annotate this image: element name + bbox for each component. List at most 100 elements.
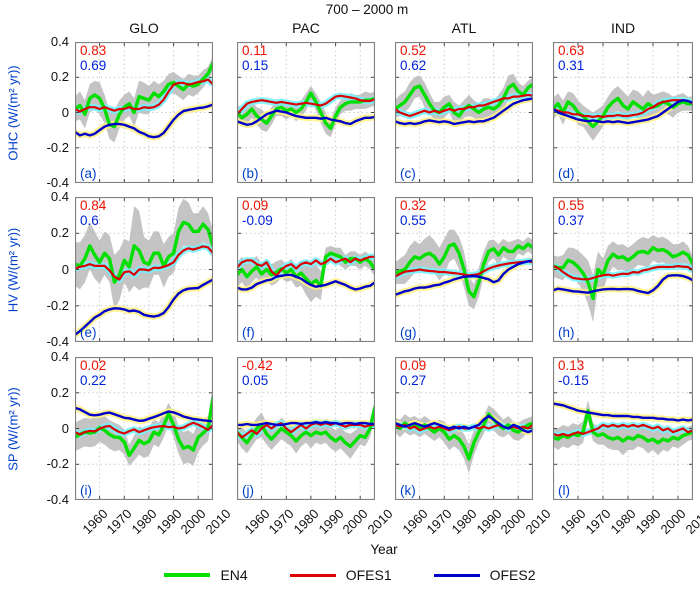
ofes2-line — [75, 278, 213, 336]
panel-border — [75, 42, 213, 183]
corr-ofes1-value: -0.42 — [242, 358, 273, 373]
y-axis-label-ohc: OHC (W/(m² yr)) — [5, 64, 21, 161]
corr-ofes1-value: 0.09 — [400, 358, 427, 373]
panel-d: 0.63 0.31 (d) — [553, 42, 693, 183]
ofes1-line — [237, 255, 375, 277]
ofes2-line — [237, 421, 375, 427]
panel-c: 0.52 0.62 (c) — [395, 42, 533, 183]
panel-border — [553, 42, 693, 183]
y-tick-label: -0.2 — [46, 139, 69, 155]
en4-line — [553, 408, 693, 445]
panel-g-plot — [395, 197, 533, 342]
en4-uncertainty-band — [75, 198, 213, 310]
column-header-pac: PAC — [292, 20, 320, 36]
y-tick-label: 0 — [61, 104, 69, 120]
en4-line — [237, 251, 375, 288]
ofes1-line — [237, 94, 375, 116]
legend-item-ofes2: OFES2 — [433, 567, 536, 583]
ofes2-line — [75, 406, 213, 423]
legend-label: EN4 — [220, 567, 248, 583]
column-header-ind: IND — [610, 20, 636, 36]
corr-ofes1-value: 0.13 — [558, 358, 585, 373]
corr-ofes1-value: 0.63 — [558, 43, 585, 58]
y-tick-label: -0.2 — [46, 456, 69, 472]
panel-border — [75, 197, 213, 342]
panel-b-plot — [237, 42, 375, 183]
ofes2-line — [553, 274, 693, 295]
y-tick-label: 0.4 — [50, 34, 69, 49]
ofes2-spread-band — [553, 400, 693, 424]
y-tick-label: -0.2 — [46, 297, 69, 313]
en4-uncertainty-band — [237, 86, 375, 138]
ofes2-line — [237, 109, 375, 126]
panel-border — [237, 42, 375, 183]
panel-letter: (j) — [242, 483, 254, 498]
corr-ofes2-value: 0.15 — [242, 58, 269, 73]
y-axis-label-hv: HV (W/(m² yr)) — [5, 227, 21, 312]
panel-c-plot — [395, 42, 533, 183]
panel-letter: (h) — [558, 325, 575, 340]
corr-ofes2-value: 0.22 — [80, 373, 107, 388]
panel-letter: (g) — [400, 325, 417, 340]
panel-border — [395, 357, 533, 500]
y-tick-label: 0.2 — [50, 225, 69, 241]
panel-e-plot — [75, 197, 213, 342]
y-tick-label: 0.4 — [50, 189, 69, 204]
legend: EN4 OFES1 OFES2 — [0, 567, 700, 583]
panel-l-plot — [553, 357, 693, 500]
panel-border — [553, 197, 693, 342]
en4-uncertainty-band — [553, 235, 693, 323]
en4-line — [75, 220, 213, 284]
panel-a: 0.83 0.69 (a) — [75, 42, 213, 183]
panel-border — [75, 357, 213, 500]
en4-line — [553, 246, 693, 301]
corr-ofes2-value: -0.09 — [242, 213, 273, 228]
panel-border — [395, 197, 533, 342]
y-tick-label: 0.2 — [50, 69, 69, 85]
panel-j: -0.42 0.05 (j) — [237, 357, 375, 500]
ofes1-line — [553, 423, 693, 437]
panel-letter: (e) — [80, 325, 97, 340]
corr-ofes2-value: 0.31 — [558, 58, 585, 73]
panel-letter: (d) — [558, 166, 575, 181]
ofes2-line-swatch — [433, 573, 480, 577]
en4-line — [237, 405, 375, 449]
corr-ofes2-value: 0.37 — [558, 213, 585, 228]
panel-d-plot — [553, 42, 693, 183]
legend-item-en4: EN4 — [164, 567, 248, 583]
panel-l: 0.13 -0.15 (l) — [553, 357, 693, 500]
ofes1-line — [237, 422, 375, 439]
panel-letter: (l) — [558, 483, 570, 498]
ofes2-line — [395, 259, 533, 297]
y-tick-label: 0.2 — [50, 384, 69, 400]
panel-b: 0.11 0.15 (b) — [237, 42, 375, 183]
corr-ofes1-value: 0.09 — [242, 198, 269, 213]
corr-ofes2-value: 0.55 — [400, 213, 427, 228]
panel-letter: (c) — [400, 166, 416, 181]
y-tick-label: 0.4 — [50, 349, 69, 364]
panel-border — [237, 357, 375, 500]
ofes2-line — [75, 103, 213, 139]
ofes2-line — [553, 402, 693, 422]
ofes1-line-swatch — [289, 573, 336, 577]
y-tick-label: 0 — [61, 261, 69, 277]
ofes1-line — [75, 245, 213, 281]
corr-ofes1-value: 0.84 — [80, 198, 107, 213]
legend-item-ofes1: OFES1 — [289, 567, 392, 583]
corr-ofes2-value: 0.27 — [400, 373, 427, 388]
ofes1-line — [553, 99, 693, 118]
corr-ofes1-value: 0.52 — [400, 43, 427, 58]
corr-ofes1-value: 0.32 — [400, 198, 427, 213]
corr-ofes2-value: 0.69 — [80, 58, 107, 73]
corr-ofes2-value: 0.62 — [400, 58, 427, 73]
y-tick-label: -0.4 — [46, 492, 69, 507]
y-tick-label: 0 — [61, 420, 69, 436]
panel-e: 0.84 0.6 (e) — [75, 197, 213, 342]
corr-ofes1-value: 0.02 — [80, 358, 107, 373]
panel-letter: (k) — [400, 483, 416, 498]
column-header-glo: GLO — [129, 20, 159, 36]
panel-letter: (i) — [80, 483, 92, 498]
panel-k-plot — [395, 357, 533, 500]
corr-ofes1-value: 0.83 — [80, 43, 107, 58]
panel-i: 0.02 0.22 (i) — [75, 357, 213, 500]
